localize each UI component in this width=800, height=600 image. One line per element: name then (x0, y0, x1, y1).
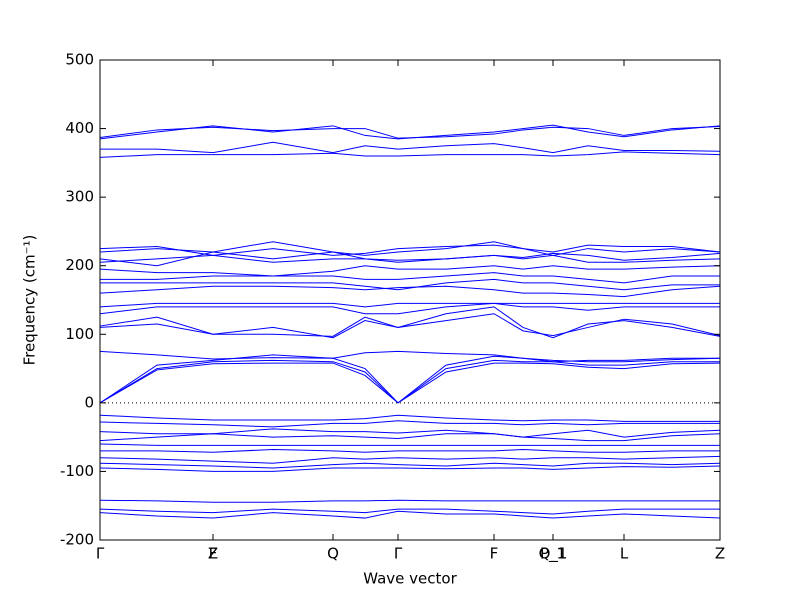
x-tick-label: Z (715, 545, 725, 563)
band-line (99, 306, 721, 339)
band-line (99, 414, 720, 422)
band-line (99, 362, 721, 404)
band-line (99, 285, 721, 298)
band-line (99, 420, 720, 428)
band-line (99, 126, 721, 139)
y-tick-label: 500 (65, 51, 94, 69)
x-tick-label: Γ (394, 545, 403, 563)
band-line (99, 241, 721, 256)
x-tick-label: F (209, 545, 218, 563)
band-line (99, 359, 720, 404)
band-line (99, 462, 721, 469)
band-line (99, 302, 720, 308)
band-line (99, 508, 720, 515)
band-line (99, 510, 721, 519)
y-tick-label: 0 (84, 393, 94, 411)
band-line (99, 313, 721, 337)
band-line (99, 151, 721, 158)
x-tick-label: Q_1 (539, 545, 568, 564)
y-tick-label: 300 (65, 188, 94, 206)
band-line (99, 428, 721, 438)
band-line (99, 251, 721, 267)
band-line (99, 443, 720, 446)
y-tick-label: 400 (65, 119, 94, 137)
band-line (99, 465, 721, 472)
band-line (99, 124, 721, 140)
y-axis-label: Frequency (cm⁻¹) (21, 235, 39, 366)
x-tick-label: P_1 (540, 545, 566, 564)
x-tick-label: L (620, 545, 629, 563)
band-line (100, 278, 720, 291)
band-line (99, 499, 720, 503)
band-line (99, 302, 720, 315)
plot-frame (99, 59, 721, 541)
band-line (100, 272, 720, 284)
x-tick-label: Q (327, 545, 339, 563)
y-tick-label: -200 (60, 531, 94, 549)
band-line (99, 455, 721, 464)
band-line (99, 265, 721, 277)
x-axis-label: Wave vector (363, 570, 457, 588)
band-line (100, 448, 720, 453)
band-line (99, 244, 721, 256)
x-tick-label: Z (208, 545, 218, 563)
y-tick-label: 200 (65, 256, 94, 274)
band-line (99, 433, 721, 442)
x-tick-label: Γ (96, 545, 105, 563)
band-line (99, 350, 720, 363)
x-tick-label: F (490, 545, 499, 563)
y-tick-label: 100 (65, 325, 94, 343)
y-tick-label: -100 (60, 462, 94, 480)
band-line (100, 141, 721, 154)
